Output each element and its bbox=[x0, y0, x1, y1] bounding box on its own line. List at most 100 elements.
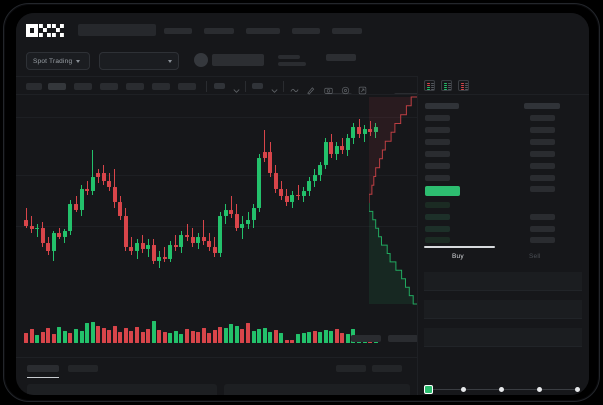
candle bbox=[301, 186, 306, 203]
tab-sell[interactable]: Sell bbox=[529, 253, 541, 260]
chart-footer-action-2[interactable] bbox=[388, 335, 417, 342]
volume-bar bbox=[323, 330, 328, 343]
chart-footer-action-1[interactable] bbox=[351, 335, 381, 342]
volume-bar bbox=[190, 330, 195, 343]
slider-dot-25[interactable] bbox=[461, 386, 466, 392]
volume-bar bbox=[223, 327, 228, 343]
logo-glyph-x bbox=[52, 24, 64, 37]
orderbook-row-ask[interactable] bbox=[425, 163, 450, 169]
tab-buy[interactable]: Buy bbox=[452, 253, 464, 260]
timeframe-chip[interactable] bbox=[152, 83, 170, 90]
orderbook-asks-icon[interactable] bbox=[458, 80, 469, 91]
order-field-amount[interactable] bbox=[424, 300, 582, 319]
candle bbox=[218, 212, 223, 257]
orderbook-both-icon[interactable] bbox=[424, 80, 435, 91]
volume-bar bbox=[318, 331, 323, 343]
orderbook-row-bid[interactable] bbox=[425, 214, 450, 220]
order-field-total[interactable] bbox=[424, 328, 582, 347]
volume-bar bbox=[301, 333, 306, 343]
amount-percentage-slider[interactable] bbox=[424, 385, 580, 394]
volume-bar bbox=[273, 330, 278, 343]
indicator-icon[interactable] bbox=[214, 83, 225, 89]
orderbook-size-cell bbox=[530, 175, 555, 181]
candle bbox=[262, 130, 267, 162]
orders-action-1[interactable] bbox=[336, 365, 366, 372]
candle bbox=[329, 134, 334, 158]
orderbook-row-ask[interactable] bbox=[425, 127, 450, 133]
candle bbox=[312, 169, 317, 187]
timeframe-chip[interactable] bbox=[100, 83, 118, 90]
timeframe-chip[interactable] bbox=[74, 83, 92, 90]
slider-dot-75[interactable] bbox=[537, 386, 542, 392]
orderbook-row-ask[interactable] bbox=[425, 151, 450, 157]
orderbook-last-price[interactable] bbox=[425, 186, 460, 196]
orders-action-2[interactable] bbox=[372, 365, 402, 372]
slider-handle[interactable] bbox=[424, 385, 433, 394]
orders-tab-1[interactable] bbox=[68, 365, 98, 372]
orderbook-row-ask[interactable] bbox=[425, 175, 450, 181]
nav-item-2[interactable] bbox=[204, 28, 234, 34]
chevron-down-icon[interactable] bbox=[270, 82, 279, 93]
orders-card-0[interactable] bbox=[27, 384, 217, 395]
volume-bar bbox=[35, 335, 40, 343]
fullscreen-icon[interactable] bbox=[358, 82, 367, 95]
search-input[interactable] bbox=[78, 24, 156, 36]
timeframe-chip[interactable] bbox=[178, 83, 196, 90]
nav-item-5[interactable] bbox=[332, 28, 362, 34]
orderbook-row-ask[interactable] bbox=[425, 139, 450, 145]
compare-icon[interactable] bbox=[252, 83, 263, 89]
header-action-2[interactable] bbox=[278, 62, 306, 66]
candle bbox=[201, 219, 206, 245]
orderbook-row-ask[interactable] bbox=[425, 115, 450, 121]
nav-item-3[interactable] bbox=[246, 28, 280, 34]
candle bbox=[323, 138, 328, 170]
volume-bar bbox=[24, 333, 28, 343]
volume-bar bbox=[257, 329, 262, 343]
camera-icon[interactable] bbox=[324, 82, 333, 94]
slider-dot-100[interactable] bbox=[575, 386, 580, 392]
right-column: Buy Sell bbox=[417, 76, 589, 395]
timeframe-chip[interactable] bbox=[48, 83, 66, 90]
volume-bar bbox=[201, 328, 206, 343]
line-chart-icon[interactable] bbox=[290, 82, 299, 93]
volume-bar bbox=[123, 328, 128, 343]
mode-dropdown[interactable]: Spot Trading bbox=[26, 52, 90, 70]
orderbook-row-bid[interactable] bbox=[425, 202, 450, 208]
orderbook-header bbox=[418, 76, 589, 95]
volume-bar bbox=[334, 328, 339, 343]
candle bbox=[268, 142, 273, 178]
nav-item-4[interactable] bbox=[292, 28, 320, 34]
chevron-down-icon bbox=[168, 59, 172, 63]
candle bbox=[24, 208, 28, 228]
candle bbox=[107, 173, 112, 191]
orderbook-row-bid[interactable] bbox=[425, 226, 450, 232]
orderbook-bids-icon[interactable] bbox=[441, 80, 452, 91]
settings-icon[interactable] bbox=[341, 82, 350, 95]
volume-bar bbox=[29, 329, 34, 343]
pair-dropdown[interactable] bbox=[99, 52, 179, 70]
header-action-1[interactable] bbox=[278, 55, 300, 59]
okx-logo[interactable] bbox=[26, 24, 64, 37]
candle bbox=[229, 196, 234, 218]
orderbook-row-bid[interactable] bbox=[425, 237, 450, 243]
volume-bar bbox=[279, 332, 284, 343]
orders-card-1[interactable] bbox=[224, 384, 410, 395]
candle bbox=[35, 223, 40, 238]
drawing-pencil-icon[interactable] bbox=[306, 82, 315, 95]
orders-tab-0[interactable] bbox=[27, 365, 59, 372]
candle bbox=[151, 239, 156, 265]
volume-bar bbox=[146, 328, 151, 343]
timeframe-chip[interactable] bbox=[26, 83, 42, 90]
nav-item-1[interactable] bbox=[164, 28, 192, 34]
timeframe-chip[interactable] bbox=[126, 83, 144, 90]
volume-bar bbox=[118, 331, 123, 343]
price-chart[interactable] bbox=[16, 95, 417, 357]
order-field-price[interactable] bbox=[424, 272, 582, 291]
volume-bar bbox=[62, 330, 67, 343]
chevron-down-icon[interactable] bbox=[232, 82, 241, 93]
candle bbox=[246, 212, 250, 230]
slider-dot-50[interactable] bbox=[499, 386, 504, 392]
candle bbox=[279, 180, 284, 201]
candle bbox=[62, 229, 67, 244]
price-placeholder bbox=[326, 54, 356, 61]
